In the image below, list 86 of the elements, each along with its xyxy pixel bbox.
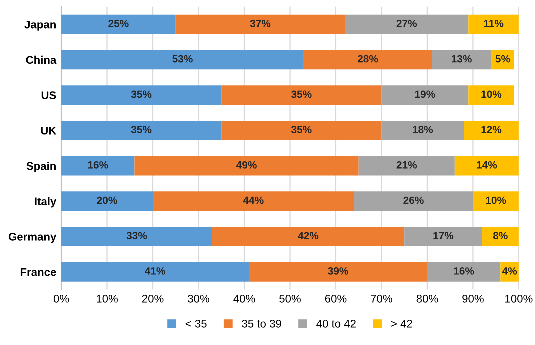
bar	[345, 14, 469, 34]
y-tick-label: Spain	[26, 162, 56, 172]
bar	[176, 14, 346, 34]
y-tick-label: Japan	[24, 20, 56, 31]
bar	[304, 50, 432, 70]
x-tick-label: 70%	[371, 294, 392, 303]
data-label: 27%	[396, 20, 418, 28]
legend-label: 35 to 39	[242, 320, 282, 328]
data-label: 35%	[291, 90, 312, 98]
x-tick-label: 90%	[462, 294, 484, 303]
x-tick-label: 0%	[54, 294, 70, 303]
x-tick-label: 50%	[280, 294, 301, 303]
data-label: 41%	[145, 268, 166, 275]
x-tick-label: 40%	[234, 294, 256, 303]
bar	[222, 86, 382, 106]
x-tick-label: 20%	[142, 294, 164, 303]
bar	[354, 192, 474, 212]
x-tick-label: 60%	[325, 294, 347, 303]
bar	[468, 86, 514, 106]
data-label: 20%	[97, 196, 118, 204]
bar	[62, 14, 176, 34]
y-tick-label: China	[26, 56, 57, 64]
bar	[62, 86, 222, 106]
data-label: 5%	[496, 55, 510, 63]
bar	[382, 86, 469, 106]
data-label: 16%	[88, 161, 108, 169]
data-label: 10%	[482, 90, 502, 98]
bar	[427, 262, 501, 282]
data-label: 44%	[243, 196, 264, 204]
bar	[358, 156, 455, 176]
bar	[454, 156, 519, 176]
bar	[62, 262, 250, 282]
bar	[432, 50, 492, 70]
data-label: 28%	[358, 55, 378, 63]
bar	[222, 120, 382, 140]
x-tick-label: 10%	[96, 294, 118, 303]
data-label: 10%	[486, 196, 506, 204]
data-label: 12%	[482, 126, 502, 134]
bar	[212, 227, 405, 246]
bar	[134, 156, 359, 176]
bar	[153, 192, 354, 212]
bar	[249, 262, 428, 282]
data-label: 11%	[484, 20, 504, 28]
data-label: 21%	[396, 161, 418, 169]
data-label: 39%	[328, 268, 348, 275]
bar	[62, 227, 212, 246]
data-label: 19%	[415, 90, 436, 98]
data-label: 25%	[108, 20, 129, 28]
bar	[492, 50, 514, 70]
bar	[382, 120, 464, 140]
y-tick-label: Germany	[8, 233, 57, 244]
data-label: 35%	[131, 126, 152, 134]
x-tick-label: 30%	[188, 294, 210, 303]
data-label: 37%	[250, 20, 271, 28]
data-label: 33%	[126, 232, 148, 240]
bar	[468, 14, 519, 34]
y-tick-label: UK	[41, 127, 57, 135]
bar	[62, 156, 135, 176]
data-label: 35%	[131, 90, 152, 98]
bar	[62, 192, 154, 212]
legend-label: > 42	[391, 320, 412, 328]
data-label: 14%	[477, 161, 498, 169]
y-tick-label: US	[42, 92, 56, 100]
x-tick-label: 100%	[506, 294, 533, 303]
data-label: 16%	[454, 268, 474, 275]
data-label: 35%	[291, 126, 312, 134]
y-tick-label: France	[20, 268, 56, 276]
y-tick-label: Italy	[35, 197, 57, 208]
data-label: 26%	[404, 196, 424, 204]
data-label: 17%	[434, 232, 454, 240]
bar	[473, 192, 519, 212]
data-label: 8%	[493, 232, 508, 240]
legend-label: 40 to 42	[316, 320, 356, 328]
bar	[464, 120, 519, 140]
data-label: 42%	[298, 232, 319, 240]
data-label: 53%	[172, 55, 193, 63]
data-label: 4%	[502, 268, 518, 275]
bar	[404, 227, 482, 246]
data-label: 49%	[236, 161, 257, 169]
x-tick-label: 80%	[416, 294, 438, 303]
legend-label: < 35	[186, 320, 207, 328]
data-label: 18%	[413, 126, 434, 134]
data-label: 13%	[452, 55, 472, 63]
bar	[62, 50, 304, 70]
bar	[482, 227, 519, 246]
bar	[62, 120, 222, 140]
